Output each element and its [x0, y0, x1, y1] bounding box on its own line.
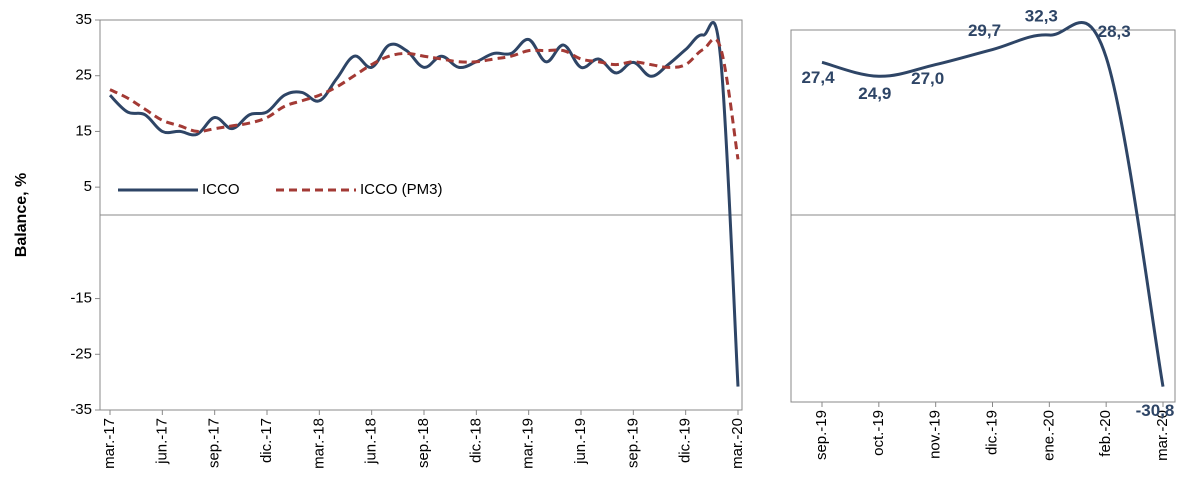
x-tick-label: dic.-19: [983, 410, 1000, 455]
x-tick-label: feb.-20: [1097, 410, 1114, 457]
x-tick-label: sep.-17: [206, 418, 223, 468]
x-tick-label: dic.-18: [467, 418, 484, 463]
value-label: 24,9: [858, 84, 891, 103]
series-line: [821, 20, 1165, 387]
value-label: 28,3: [1098, 22, 1131, 41]
legend-label: ICCO (PM3): [360, 181, 443, 198]
plot-frame: [790, 29, 1176, 403]
x-tick-label: ene.-20: [1040, 410, 1057, 461]
x-tick-label: sep.-18: [415, 418, 432, 468]
y-tick-label: -15: [70, 290, 92, 307]
x-tick-label: mar.-18: [310, 418, 327, 469]
value-label: 27,4: [801, 68, 835, 87]
x-tick-label: mar.-19: [520, 418, 537, 469]
x-tick-label: jun.-18: [363, 418, 380, 465]
series-line: [109, 37, 740, 160]
y-tick-label: -25: [70, 345, 92, 362]
x-tick-label: dic.-17: [258, 418, 275, 463]
y-tick-label: 5: [84, 178, 92, 195]
x-tick-label: nov.-19: [927, 410, 944, 459]
x-tick-label: oct.-19: [870, 410, 887, 456]
value-label: 27,0: [911, 69, 944, 88]
value-label: 32,3: [1025, 7, 1058, 26]
x-tick-label: sep.-19: [813, 410, 830, 460]
y-tick-label: 25: [75, 67, 92, 84]
x-tick-label: sep.-19: [624, 418, 641, 468]
x-tick-label: dic.-19: [677, 418, 694, 463]
x-tick-label: mar.-20: [729, 418, 746, 469]
x-tick-label: mar.-20: [1154, 410, 1171, 461]
value-label: -30,8: [1136, 401, 1175, 420]
x-tick-label: jun.-17: [153, 418, 170, 465]
y-tick-label: 15: [75, 122, 92, 139]
x-tick-label: jun.-19: [572, 418, 589, 465]
x-tick-label: mar.-17: [101, 418, 118, 469]
legend-label: ICCO: [202, 181, 240, 198]
y-tick-label: -35: [70, 401, 92, 418]
value-label: 29,7: [968, 21, 1001, 40]
y-axis-label: Balance, %: [13, 173, 30, 257]
y-tick-label: 35: [75, 11, 92, 28]
series-line: [108, 21, 740, 387]
